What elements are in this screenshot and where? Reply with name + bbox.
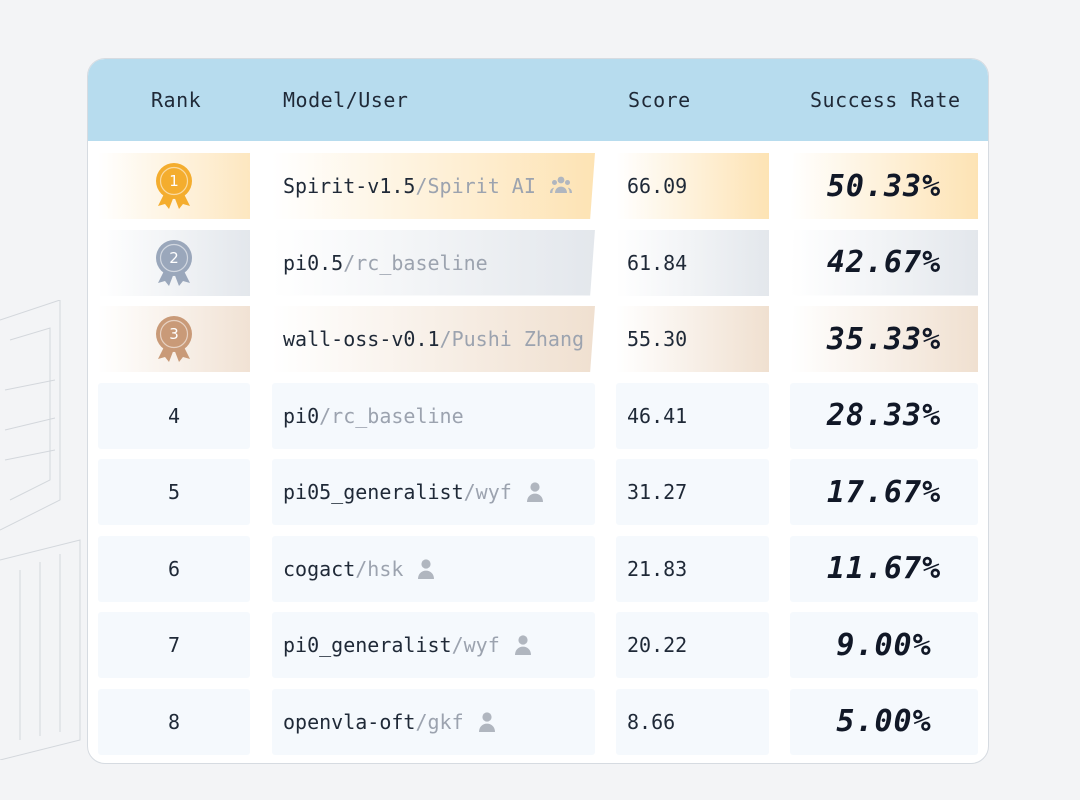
success-rate-cell: 50.33% [790, 153, 978, 219]
rank-cell: 3 [98, 306, 250, 372]
score-value: 20.22 [627, 633, 688, 657]
user-icon [478, 711, 498, 733]
silver-medal-icon: 2 [154, 239, 194, 287]
rank-cell: 8 [98, 688, 250, 755]
table-header: Rank Model/User Score Success Rate [88, 59, 988, 141]
table-row[interactable]: 7 pi0_generalist/wyf 20.22 9.00% [88, 612, 988, 678]
model-user-cell: pi05_generalist/wyf [272, 459, 595, 525]
success-rate-value: 35.33% [826, 321, 942, 357]
rank-cell: 6 [98, 535, 250, 602]
model-user-cell: pi0/rc_baseline [272, 382, 595, 449]
model-user-cell: pi0_generalist/wyf [272, 612, 595, 678]
leaderboard-card: Rank Model/User Score Success Rate 1 Spir… [87, 58, 989, 764]
medal-rank-number: 1 [169, 172, 179, 190]
score-cell: 66.09 [616, 153, 769, 219]
score-value: 8.66 [627, 709, 676, 734]
success-rate-cell: 35.33% [790, 306, 978, 372]
table-row[interactable]: 6 cogact/hsk 21.83 11.67% [88, 535, 988, 602]
success-rate-value: 17.67% [826, 474, 942, 510]
score-value: 61.84 [627, 250, 688, 275]
success-rate-cell: 28.33% [790, 382, 978, 449]
user-name-link[interactable]: /hsk [355, 556, 404, 581]
model-name-link[interactable]: openvla-oft [283, 709, 416, 734]
header-success-rate[interactable]: Success Rate [810, 88, 961, 112]
success-rate-value: 9.00% [836, 627, 932, 663]
model-name-link[interactable]: pi05_generalist [283, 480, 464, 504]
table-row[interactable]: 8 openvla-oft/gkf 8.66 5.00% [88, 688, 988, 755]
model-name-link[interactable]: pi0_generalist [283, 633, 452, 657]
success-rate-cell: 42.67% [790, 229, 978, 296]
rank-number: 5 [167, 480, 181, 504]
medal-rank-number: 2 [169, 248, 179, 267]
user-name-link[interactable]: /Spirit AI [415, 174, 536, 198]
success-rate-value: 11.67% [826, 551, 942, 586]
model-user-cell: openvla-oft/gkf [272, 688, 595, 755]
rank-cell: 5 [98, 459, 250, 525]
user-name-link[interactable]: /gkf [415, 709, 464, 734]
model-user-cell: cogact/hsk [272, 535, 595, 602]
rank-cell: 7 [98, 612, 250, 678]
model-name-link[interactable]: pi0.5 [283, 250, 344, 275]
user-icon [514, 634, 534, 656]
score-cell: 8.66 [616, 688, 769, 755]
success-rate-value: 42.67% [826, 245, 942, 280]
user-name-link[interactable]: /rc_baseline [319, 403, 464, 428]
background-sketch [0, 300, 81, 760]
header-model-user[interactable]: Model/User [283, 88, 409, 112]
score-value: 31.27 [627, 480, 688, 504]
user-icon [526, 481, 546, 503]
score-value: 66.09 [627, 174, 688, 198]
score-cell: 55.30 [616, 306, 769, 372]
model-user-cell: Spirit-v1.5/Spirit AI [272, 153, 595, 219]
rank-number: 8 [167, 709, 181, 734]
table-row[interactable]: 5 pi05_generalist/wyf 31.27 17.67% [88, 459, 988, 525]
model-name-link[interactable]: cogact [283, 556, 356, 581]
table-row[interactable]: 1 Spirit-v1.5/Spirit AI 66.09 50.33% [88, 153, 988, 219]
rank-cell: 1 [98, 153, 250, 219]
success-rate-value: 50.33% [826, 168, 942, 204]
rank-number: 6 [167, 556, 181, 581]
model-user-cell: pi0.5/rc_baseline [272, 229, 595, 296]
model-name-link[interactable]: wall-oss-v0.1 [283, 327, 440, 351]
score-cell: 31.27 [616, 459, 769, 525]
model-name-link[interactable]: Spirit-v1.5 [283, 174, 416, 198]
rank-cell: 2 [98, 229, 250, 296]
rank-number: 7 [167, 633, 181, 657]
table-row[interactable]: 2 pi0.5/rc_baseline 61.84 42.67% [88, 229, 988, 296]
user-name-link[interactable]: /rc_baseline [343, 250, 488, 275]
model-user-cell: wall-oss-v0.1/Pushi Zhang [272, 306, 595, 372]
user-name-link[interactable]: /wyf [451, 633, 500, 657]
score-value: 55.30 [627, 327, 688, 351]
table-row[interactable]: 4 pi0/rc_baseline 46.41 28.33% [88, 382, 988, 449]
rank-number: 4 [167, 403, 181, 428]
score-value: 21.83 [627, 556, 688, 581]
medal-rank-number: 3 [169, 325, 179, 343]
score-cell: 46.41 [616, 382, 769, 449]
header-rank[interactable]: Rank [151, 88, 202, 112]
header-score[interactable]: Score [628, 88, 691, 112]
score-cell: 20.22 [616, 612, 769, 678]
success-rate-cell: 11.67% [790, 535, 978, 602]
group-icon [549, 175, 572, 197]
success-rate-cell: 5.00% [790, 688, 978, 755]
gold-medal-icon: 1 [154, 162, 194, 210]
success-rate-value: 5.00% [836, 704, 932, 739]
user-name-link[interactable]: /wyf [463, 480, 512, 504]
model-name-link[interactable]: pi0 [283, 403, 320, 428]
score-value: 46.41 [627, 403, 688, 428]
success-rate-cell: 9.00% [790, 612, 978, 678]
rank-cell: 4 [98, 382, 250, 449]
success-rate-value: 28.33% [826, 398, 942, 433]
bronze-medal-icon: 3 [154, 315, 194, 363]
table-row[interactable]: 3 wall-oss-v0.1/Pushi Zhang 55.30 35.33% [88, 306, 988, 372]
success-rate-cell: 17.67% [790, 459, 978, 525]
score-cell: 61.84 [616, 229, 769, 296]
user-icon [417, 558, 437, 580]
user-name-link[interactable]: /Pushi Zhang [439, 327, 585, 351]
score-cell: 21.83 [616, 535, 769, 602]
